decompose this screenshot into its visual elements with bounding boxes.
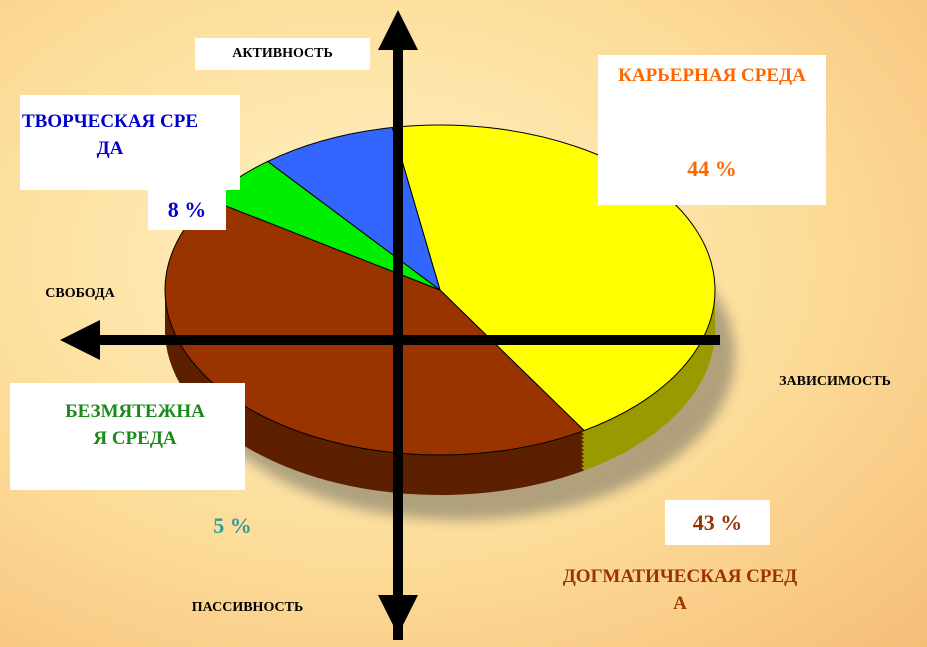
value-label: 44 % — [687, 156, 737, 181]
label-box — [598, 55, 826, 205]
value-label: 5 % — [213, 513, 252, 538]
value-label: 8 % — [148, 190, 226, 230]
label-box — [10, 383, 245, 490]
axis-label-right: ЗАВИСИМОСТЬ — [779, 374, 891, 389]
value-label: 43 % — [665, 500, 770, 545]
axis-label-left: СВОБОДА — [45, 286, 115, 301]
category-label: БЕЗМЯТЕЖНАЯ СРЕДА — [65, 401, 205, 449]
category-label: КАРЬЕРНАЯ СРЕДА — [618, 65, 806, 86]
category-label: ТВОРЧЕСКАЯ СРЕДА — [21, 111, 199, 159]
axis-label-top: АКТИВНОСТЬ — [195, 38, 370, 70]
label-box — [20, 95, 240, 190]
axis-label-bottom: ПАССИВНОСТЬ — [191, 600, 304, 615]
category-label: ДОГМАТИЧЕСКАЯ СРЕДА — [562, 566, 798, 614]
